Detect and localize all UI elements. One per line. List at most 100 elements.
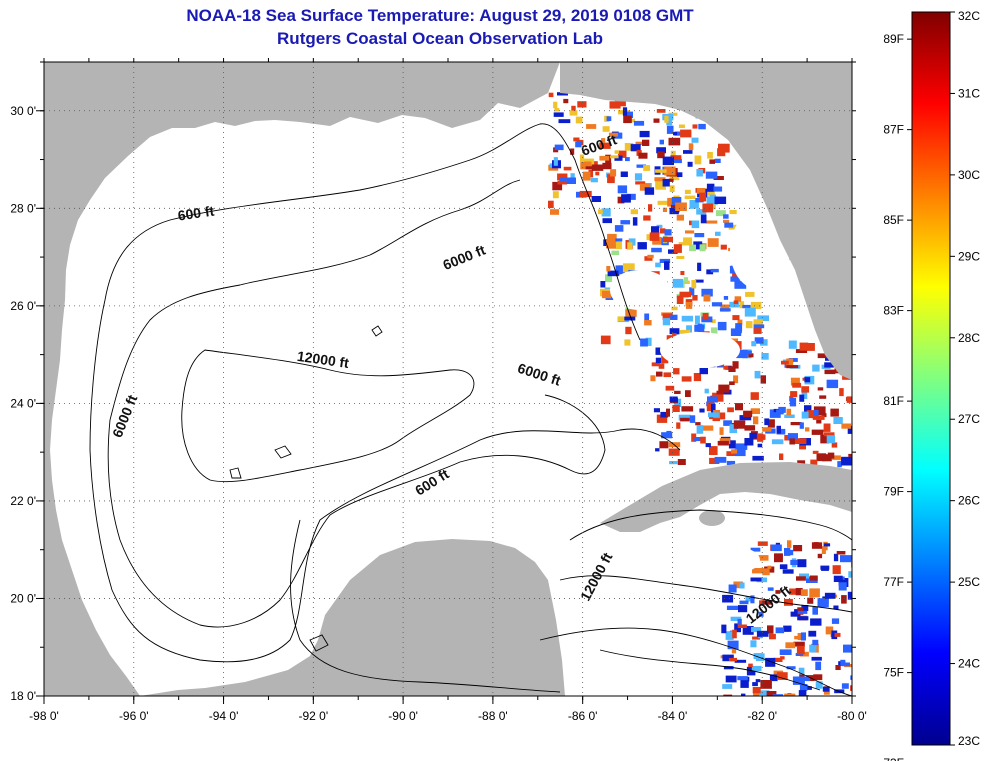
sst-pixel: [723, 214, 729, 219]
sst-pixel: [840, 555, 852, 563]
lon-tick-label: -98 0': [29, 709, 59, 723]
sst-pixel: [732, 315, 740, 321]
lat-tick-label: 24 0': [10, 396, 36, 410]
sst-pixel: [850, 675, 852, 680]
sst-pixel: [655, 357, 662, 364]
sst-pixel: [723, 420, 733, 426]
sst-pixel: [721, 624, 727, 634]
sst-pixel: [679, 329, 691, 334]
sst-pixel: [723, 219, 730, 223]
lon-tick-label: -88 0': [478, 709, 508, 723]
sst-pixel: [813, 409, 819, 419]
sst-pixel: [851, 661, 852, 669]
sst-pixel: [588, 169, 594, 178]
sst-pixel: [659, 139, 664, 145]
sst-pixel: [711, 403, 716, 413]
sst-pixel: [678, 414, 691, 421]
sst-pixel: [669, 461, 678, 465]
contour-caribbean-4: [599, 649, 821, 691]
sst-pixel: [750, 640, 757, 648]
sst-pixel: [670, 155, 682, 162]
sst-pixel: [760, 339, 768, 346]
sst-pixel: [579, 190, 592, 198]
sst-pixel: [754, 337, 764, 344]
colorbar-c-label: 27C: [958, 412, 980, 426]
sst-pixel: [711, 319, 716, 324]
sst-pixel: [811, 429, 824, 435]
sst-pixel: [635, 141, 647, 145]
land-layer: [44, 62, 852, 696]
sst-pixel: [805, 427, 810, 432]
sst-pixel: [843, 644, 852, 653]
sst-pixel: [817, 598, 829, 608]
sst-pixel: [804, 377, 811, 383]
sst-pixel: [696, 425, 704, 434]
sst-pixel: [668, 448, 680, 456]
sst-pixel: [630, 209, 638, 215]
sst-pixel: [745, 321, 753, 329]
sst-pixel: [681, 376, 692, 382]
sst-pixel: [737, 676, 748, 681]
contour-12000ft: [181, 349, 475, 483]
sst-pixel: [841, 595, 847, 604]
sst-pixel: [691, 137, 699, 143]
sst-pixel: [650, 375, 656, 382]
sst-pixel: [606, 116, 612, 121]
sst-pixel: [639, 130, 650, 138]
sst-pixel: [735, 326, 742, 334]
sst-pixel: [662, 178, 670, 187]
sst-pixel: [789, 588, 799, 595]
sst-pixel: [767, 419, 775, 428]
sst-pixel: [757, 315, 769, 321]
sst-pixel: [675, 202, 687, 211]
lon-tick-label: -82 0': [747, 709, 777, 723]
colorbar-f-label: 77F: [883, 575, 904, 589]
sst-pixel: [630, 144, 641, 152]
sst-pixel: [674, 390, 681, 394]
sst-pixel: [673, 244, 682, 253]
sst-pixel: [683, 277, 689, 283]
sst-pixel: [733, 300, 739, 305]
sst-pixel: [753, 319, 763, 327]
sst-pixel: [752, 636, 760, 640]
sst-pixel: [723, 666, 734, 670]
sst-pixel: [648, 204, 653, 212]
sst-pixel: [666, 125, 674, 134]
sst-pixel: [606, 266, 611, 272]
sst-pixel: [557, 181, 568, 185]
sst-pixel: [686, 325, 692, 334]
sst-pixel: [696, 169, 703, 177]
sst-pixel: [795, 349, 808, 353]
sst-pixel: [680, 417, 690, 422]
sst-pixel: [570, 148, 575, 155]
sst-pixel: [826, 435, 836, 444]
contour-small-3: [229, 467, 242, 479]
colorbar-f-label: 83F: [883, 304, 904, 318]
sst-pixel: [753, 327, 762, 334]
sst-pixel: [617, 316, 626, 322]
contour-yucatan-shelf: [290, 519, 561, 693]
sst-pixel: [792, 382, 802, 388]
sst-pixel: [833, 605, 839, 610]
sst-pixel: [737, 618, 742, 625]
sst-pixel: [764, 418, 770, 426]
sst-pixel: [621, 194, 631, 203]
sst-pixel: [608, 132, 618, 137]
sst-pixel: [647, 254, 654, 259]
sst-pixel: [795, 653, 804, 656]
sst-pixel: [636, 164, 646, 168]
sst-pixel: [750, 595, 755, 604]
sst-pixel: [813, 674, 823, 681]
sst-pixel: [655, 169, 667, 173]
sst-pixel: [745, 291, 755, 297]
sst-pixel: [655, 262, 661, 268]
sst-pixel: [557, 92, 568, 96]
sst-pixel: [669, 185, 675, 192]
sst-pixel: [671, 306, 678, 311]
sst-pixel: [697, 262, 702, 271]
sst-pixel: [733, 581, 743, 589]
sst-pixel: [554, 108, 560, 112]
sst-pixel: [832, 565, 841, 575]
sst-pixel: [717, 148, 726, 157]
sst-pixel: [672, 278, 684, 288]
